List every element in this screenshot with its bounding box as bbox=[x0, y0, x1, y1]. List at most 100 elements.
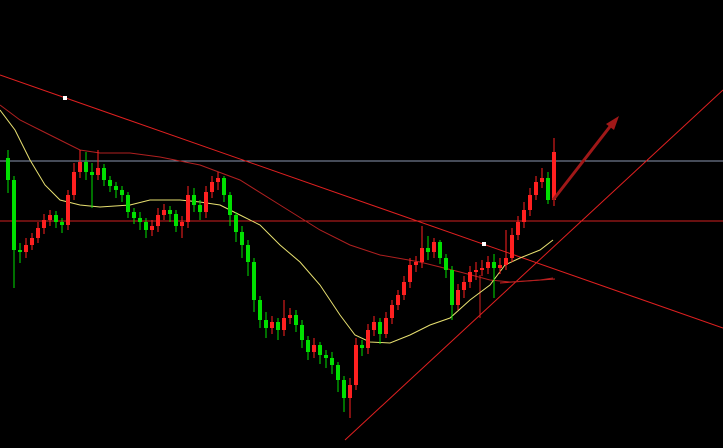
candle-body bbox=[24, 245, 28, 252]
candle-body bbox=[480, 268, 484, 270]
trend-arrow bbox=[551, 123, 614, 201]
candle-body bbox=[396, 295, 400, 305]
candle-body bbox=[306, 340, 310, 352]
candle-body bbox=[186, 195, 190, 222]
trend-line bbox=[344, 89, 723, 441]
candle-body bbox=[546, 178, 550, 200]
candle-body bbox=[288, 315, 292, 318]
candle-body bbox=[378, 322, 382, 334]
candle-body bbox=[486, 262, 490, 268]
candle-body bbox=[228, 195, 232, 215]
candle-body bbox=[492, 262, 496, 268]
candle-body bbox=[66, 195, 70, 225]
candle-body bbox=[444, 258, 448, 270]
candle-body bbox=[48, 215, 52, 220]
candle-body bbox=[36, 228, 40, 238]
candle-body bbox=[180, 222, 184, 226]
candle-body bbox=[264, 320, 268, 328]
candle-body bbox=[366, 330, 370, 348]
candle-body bbox=[462, 282, 466, 290]
candle-body bbox=[12, 180, 16, 250]
candle-body bbox=[318, 345, 322, 355]
candle-body bbox=[402, 282, 406, 295]
candle-body bbox=[552, 152, 556, 200]
trend-line bbox=[0, 74, 723, 329]
candle-body bbox=[210, 182, 214, 192]
candle-body bbox=[126, 195, 130, 212]
candle-body bbox=[540, 178, 544, 182]
candle-body bbox=[192, 195, 196, 205]
candle-body bbox=[498, 265, 502, 268]
candle-body bbox=[438, 242, 442, 258]
moving-average-slow bbox=[0, 104, 554, 283]
candle-body bbox=[450, 270, 454, 305]
candle-body bbox=[204, 192, 208, 212]
candle-body bbox=[138, 218, 142, 222]
candle-body bbox=[54, 215, 58, 222]
candle-body bbox=[522, 210, 526, 222]
candle-body bbox=[246, 245, 250, 262]
candle-body bbox=[426, 248, 430, 252]
candle-body bbox=[90, 172, 94, 175]
candle-body bbox=[156, 215, 160, 226]
candle-body bbox=[312, 345, 316, 352]
candle-body bbox=[144, 222, 148, 230]
candle-body bbox=[276, 322, 280, 330]
candle-body bbox=[96, 168, 100, 175]
candle-body bbox=[282, 318, 286, 330]
candle-body bbox=[408, 265, 412, 282]
candles bbox=[6, 138, 556, 418]
candle-body bbox=[162, 210, 166, 215]
candle-body bbox=[414, 262, 418, 265]
candle-body bbox=[348, 385, 352, 398]
candle-body bbox=[420, 248, 424, 262]
candle-body bbox=[168, 210, 172, 214]
candle-body bbox=[114, 186, 118, 190]
candle-body bbox=[240, 232, 244, 245]
candle-body bbox=[108, 180, 112, 186]
candle-body bbox=[42, 220, 46, 228]
candle-body bbox=[252, 262, 256, 300]
moving-average-fast bbox=[0, 109, 554, 344]
candle-body bbox=[336, 365, 340, 380]
candle-body bbox=[6, 158, 10, 180]
candle-body bbox=[474, 270, 478, 272]
candle-body bbox=[354, 345, 358, 385]
candle-body bbox=[468, 272, 472, 282]
candle-body bbox=[216, 178, 220, 182]
anchor-point bbox=[63, 96, 67, 100]
candle-body bbox=[174, 214, 178, 226]
candle-body bbox=[330, 358, 334, 365]
candle-body bbox=[102, 168, 106, 180]
candle-body bbox=[132, 212, 136, 218]
candle-body bbox=[198, 205, 202, 212]
candle-body bbox=[432, 242, 436, 252]
candle-body bbox=[78, 162, 82, 172]
candle-body bbox=[234, 215, 238, 232]
candle-body bbox=[372, 322, 376, 330]
candle-body bbox=[390, 305, 394, 318]
candle-body bbox=[72, 172, 76, 195]
candle-body bbox=[84, 162, 88, 172]
candle-body bbox=[18, 250, 22, 252]
candle-body bbox=[300, 325, 304, 340]
candle-body bbox=[384, 318, 388, 334]
candle-body bbox=[324, 355, 328, 358]
anchor-point bbox=[482, 242, 486, 246]
candle-body bbox=[510, 235, 514, 258]
candle-body bbox=[294, 315, 298, 325]
candle-body bbox=[258, 300, 262, 320]
candle-body bbox=[60, 222, 64, 225]
candle-body bbox=[120, 190, 124, 195]
candle-body bbox=[342, 380, 346, 398]
candle-body bbox=[516, 222, 520, 235]
candle-body bbox=[528, 195, 532, 210]
candle-body bbox=[30, 238, 34, 245]
candle-body bbox=[360, 345, 364, 348]
candle-body bbox=[456, 290, 460, 305]
candle-body bbox=[222, 178, 226, 195]
candle-body bbox=[150, 226, 154, 230]
